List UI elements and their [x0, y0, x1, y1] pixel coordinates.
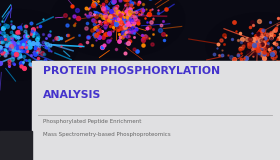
Circle shape	[206, 13, 280, 77]
Text: PROTEIN PHOSPHORYLATION: PROTEIN PHOSPHORYLATION	[43, 66, 221, 76]
Circle shape	[0, 10, 78, 80]
Text: Mass Spectrometry-based Phosphoproteomics: Mass Spectrometry-based Phosphoproteomic…	[43, 132, 171, 137]
Bar	[0, 131, 32, 160]
Circle shape	[50, 0, 185, 58]
Text: Phosphorylated Peptide Enrichment: Phosphorylated Peptide Enrichment	[43, 119, 142, 124]
Text: ANALYSIS: ANALYSIS	[43, 90, 102, 100]
Bar	[32, 61, 280, 160]
